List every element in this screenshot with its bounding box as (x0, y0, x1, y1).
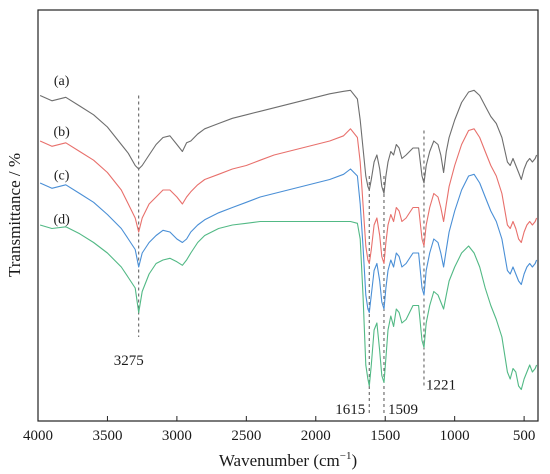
series-label-0: (a) (54, 74, 70, 89)
peak-annotation-1509: 1509 (388, 402, 418, 418)
x-tick-label: 2500 (231, 428, 261, 444)
x-tick-label: 2000 (301, 428, 331, 444)
x-tick-label: 3500 (92, 428, 122, 444)
series-line-0 (39, 89, 538, 195)
series-line-3 (39, 220, 538, 391)
peak-annotation-1615: 1615 (335, 402, 365, 418)
peak-annotation-1221: 1221 (426, 378, 456, 394)
series-labels: (a) (b) (c) (d) (53, 74, 70, 227)
series-line-2 (39, 168, 538, 314)
series-label-1: (b) (53, 125, 70, 140)
x-tick-label: 3000 (162, 428, 192, 444)
series-layer (39, 89, 538, 391)
x-tick-label: 1000 (440, 428, 470, 444)
plot-frame (37, 9, 539, 422)
series-line-1 (39, 128, 538, 265)
y-axis-title: Transmittance / % (5, 153, 24, 277)
series-label-3: (d) (53, 212, 70, 227)
peak-annotation-3275: 3275 (114, 353, 144, 369)
x-tick-label: 500 (513, 428, 536, 444)
peak-annotations: 3275 1615 1509 1221 (114, 353, 456, 418)
x-axis: 4000 3500 3000 2500 2000 1500 1000 500 (23, 416, 535, 444)
series-label-2: (c) (54, 169, 70, 184)
x-tick-label: 4000 (23, 428, 53, 444)
x-axis-title: Wavenumber (cm−1) (219, 450, 357, 470)
x-tick-label: 1500 (370, 428, 400, 444)
